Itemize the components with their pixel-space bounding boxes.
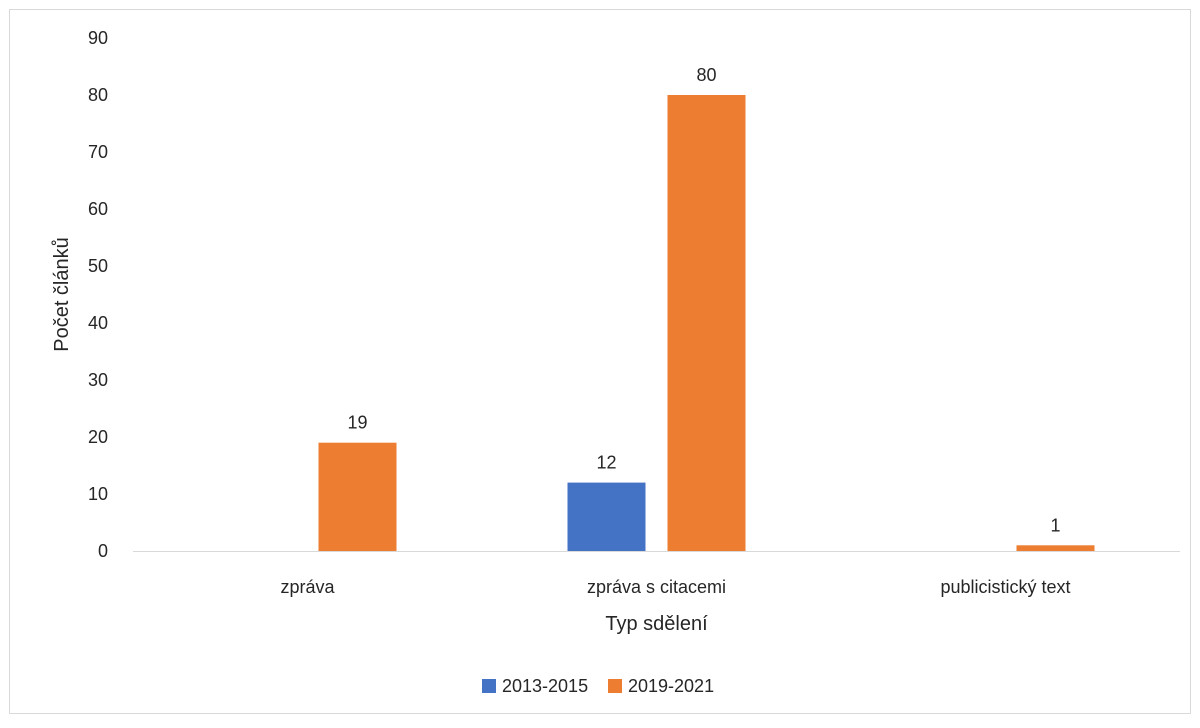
y-tick-label: 90 — [88, 28, 108, 48]
x-tick-label: zpráva s citacemi — [587, 577, 726, 597]
data-label: 1 — [1050, 515, 1060, 535]
y-axis-ticks: 0 10 20 30 40 50 60 70 80 90 — [88, 28, 108, 561]
legend-swatch — [482, 679, 496, 693]
bar-2019-2021-1 — [667, 95, 746, 551]
bar-2019-2021-0 — [318, 442, 397, 551]
data-label: 12 — [596, 453, 616, 473]
x-axis-title: Typ sdělení — [605, 613, 708, 635]
bars-group — [318, 95, 1095, 551]
y-tick-label: 30 — [88, 370, 108, 390]
y-axis-title: Počet článků — [51, 237, 73, 352]
bar-2019-2021-2 — [1016, 545, 1095, 551]
x-axis-ticks: zpráva zpráva s citacemi publicistický tex… — [280, 577, 1070, 597]
legend-label: 2013-2015 — [502, 676, 588, 696]
legend: 2013-2015 2019-2021 — [482, 676, 714, 696]
data-labels-group: 19 12 80 1 — [347, 65, 1060, 535]
y-tick-label: 20 — [88, 427, 108, 447]
x-tick-label: zpráva — [280, 577, 335, 597]
y-tick-label: 50 — [88, 256, 108, 276]
data-label: 80 — [696, 65, 716, 85]
chart-border — [9, 9, 1191, 714]
y-tick-label: 70 — [88, 142, 108, 162]
x-tick-label: publicistický text — [940, 577, 1070, 597]
legend-swatch — [608, 679, 622, 693]
y-tick-label: 0 — [98, 541, 108, 561]
y-tick-label: 60 — [88, 199, 108, 219]
y-tick-label: 10 — [88, 484, 108, 504]
data-label: 19 — [347, 413, 367, 433]
y-tick-label: 40 — [88, 313, 108, 333]
y-tick-label: 80 — [88, 85, 108, 105]
legend-label: 2019-2021 — [628, 676, 714, 696]
bar-2013-2015-1 — [567, 482, 646, 551]
